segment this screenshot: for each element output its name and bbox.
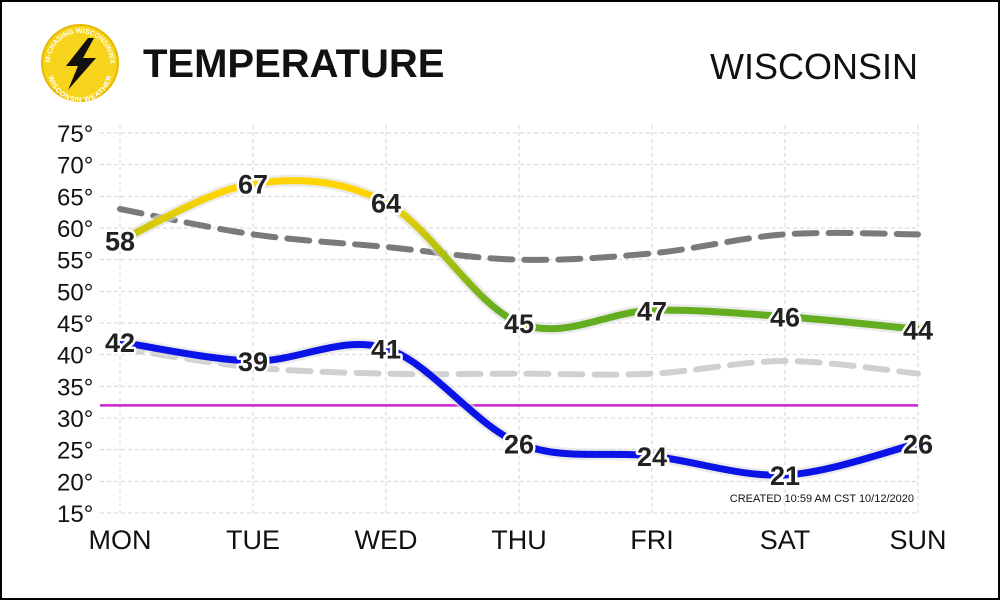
y-tick-label: 30°	[57, 406, 93, 433]
x-tick-label: SAT	[760, 525, 811, 555]
y-tick-label: 60°	[57, 216, 93, 243]
line	[117, 345, 921, 378]
data-label: 47	[637, 296, 667, 326]
data-label: 46	[770, 303, 800, 333]
data-label: 42	[105, 328, 135, 358]
x-tick-label: TUE	[226, 525, 280, 555]
logo-bolt	[66, 38, 96, 90]
y-tick-label: 35°	[57, 374, 93, 401]
y-tick-label: 20°	[57, 469, 93, 496]
data-label: 41	[371, 334, 401, 364]
footnote: CREATED 10:59 AM CST 10/12/2020	[730, 493, 914, 505]
y-tick-label: 70°	[57, 153, 93, 180]
line	[116, 177, 922, 333]
y-tick-label: 40°	[57, 343, 93, 370]
region: WISCONSIN	[710, 46, 918, 87]
x-tick-label: MON	[89, 525, 152, 555]
data-label: 21	[770, 461, 800, 491]
y-tick-label: 45°	[57, 311, 93, 338]
line	[117, 206, 921, 263]
data-label: 39	[238, 347, 268, 377]
data-label: 24	[637, 442, 667, 472]
y-tick-label: 50°	[57, 279, 93, 306]
data-label: 64	[371, 189, 401, 219]
chart-title: TEMPERATURE	[143, 42, 444, 86]
x-tick-label: THU	[491, 525, 547, 555]
y-tick-label: 75°	[57, 121, 93, 148]
x-tick-label: SUN	[889, 525, 946, 555]
data-label: 67	[238, 170, 268, 200]
y-tick-label: 55°	[57, 248, 93, 275]
data-label: 58	[105, 227, 135, 257]
y-tick-label: 65°	[57, 184, 93, 211]
data-label: 26	[903, 429, 933, 459]
data-label: 45	[504, 309, 534, 339]
data-label: 44	[903, 315, 933, 345]
x-tick-label: WED	[355, 525, 418, 555]
data-label: 26	[504, 429, 534, 459]
x-tick-label: FRI	[630, 525, 674, 555]
y-tick-label: 15°	[57, 501, 93, 528]
y-tick-label: 25°	[57, 438, 93, 465]
line	[116, 338, 922, 479]
